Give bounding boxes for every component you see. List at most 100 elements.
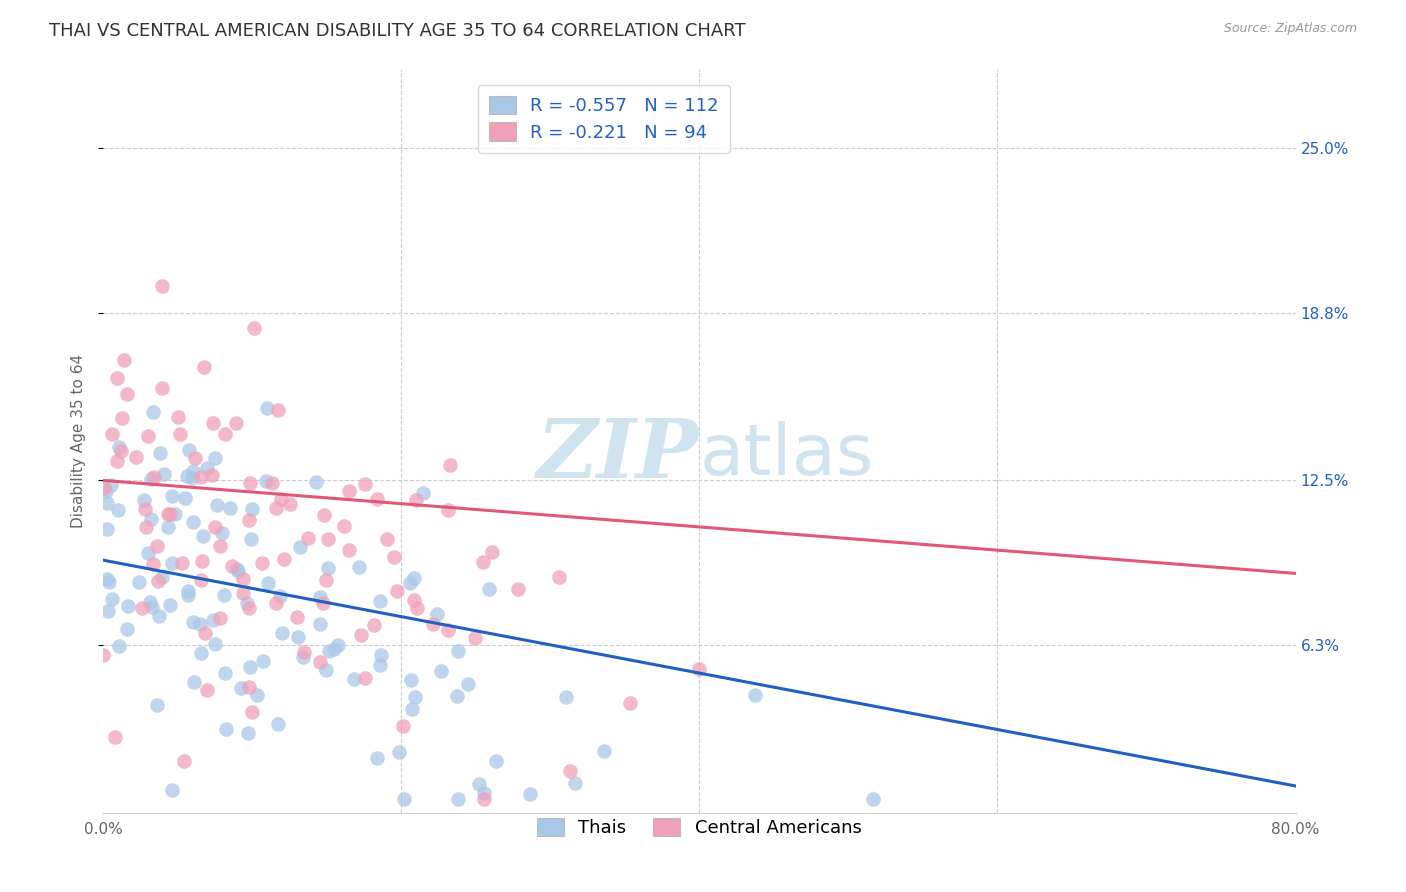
Point [173,491,195,505]
Point [862,792,884,806]
Point [392,719,415,733]
Point [273,552,295,566]
Point [292,645,315,659]
Point [177,583,200,598]
Point [388,745,411,759]
Text: atlas: atlas [699,421,873,490]
Point [141,600,163,615]
Point [188,616,211,631]
Point [337,483,360,498]
Point [105,454,128,468]
Point [370,593,392,607]
Point [176,469,198,483]
Point [350,628,373,642]
Point [252,654,274,668]
Point [267,716,290,731]
Point [181,615,204,630]
Point [404,571,426,585]
Point [238,680,260,694]
Point [312,596,335,610]
Point [392,792,415,806]
Point [406,600,429,615]
Point [165,507,187,521]
Point [382,549,405,564]
Point [205,499,228,513]
Point [226,562,249,576]
Point [111,410,134,425]
Point [240,706,263,720]
Point [315,663,337,677]
Point [167,410,190,425]
Point [157,520,180,534]
Point [181,465,204,479]
Point [236,596,259,610]
Point [141,512,163,526]
Point [239,660,262,674]
Point [370,648,392,663]
Point [214,426,236,441]
Point [173,754,195,768]
Point [190,646,212,660]
Point [134,502,156,516]
Point [238,600,260,615]
Point [169,426,191,441]
Point [264,501,287,516]
Point [256,401,278,415]
Point [214,722,236,736]
Point [194,625,217,640]
Point [149,446,172,460]
Point [478,582,501,596]
Point [110,444,132,458]
Point [138,595,160,609]
Point [547,570,569,584]
Point [318,560,340,574]
Y-axis label: Disability Age 35 to 64: Disability Age 35 to 64 [72,353,86,527]
Point [225,417,247,431]
Point [229,681,252,695]
Point [318,644,340,658]
Point [385,583,408,598]
Point [117,623,139,637]
Point [183,515,205,529]
Point [269,589,291,603]
Point [271,626,294,640]
Point [485,754,508,768]
Point [457,677,479,691]
Point [96,496,118,510]
Point [309,616,332,631]
Point [436,503,458,517]
Point [437,623,460,637]
Point [558,764,581,778]
Point [332,519,354,533]
Point [221,559,243,574]
Point [146,698,169,712]
Point [159,598,181,612]
Point [97,575,120,590]
Point [181,471,204,485]
Point [278,497,301,511]
Point [202,416,225,430]
Point [150,279,173,293]
Point [238,513,260,527]
Point [150,569,173,583]
Point [148,608,170,623]
Point [141,473,163,487]
Point [243,321,266,335]
Point [290,540,312,554]
Point [472,786,495,800]
Point [304,475,326,490]
Point [100,478,122,492]
Point [481,545,503,559]
Point [204,637,226,651]
Point [226,565,249,579]
Point [145,540,167,554]
Point [328,638,350,652]
Point [447,792,470,806]
Point [260,476,283,491]
Point [267,403,290,417]
Point [264,596,287,610]
Point [519,787,541,801]
Text: Source: ZipAtlas.com: Source: ZipAtlas.com [1223,22,1357,36]
Point [142,404,165,418]
Point [447,644,470,658]
